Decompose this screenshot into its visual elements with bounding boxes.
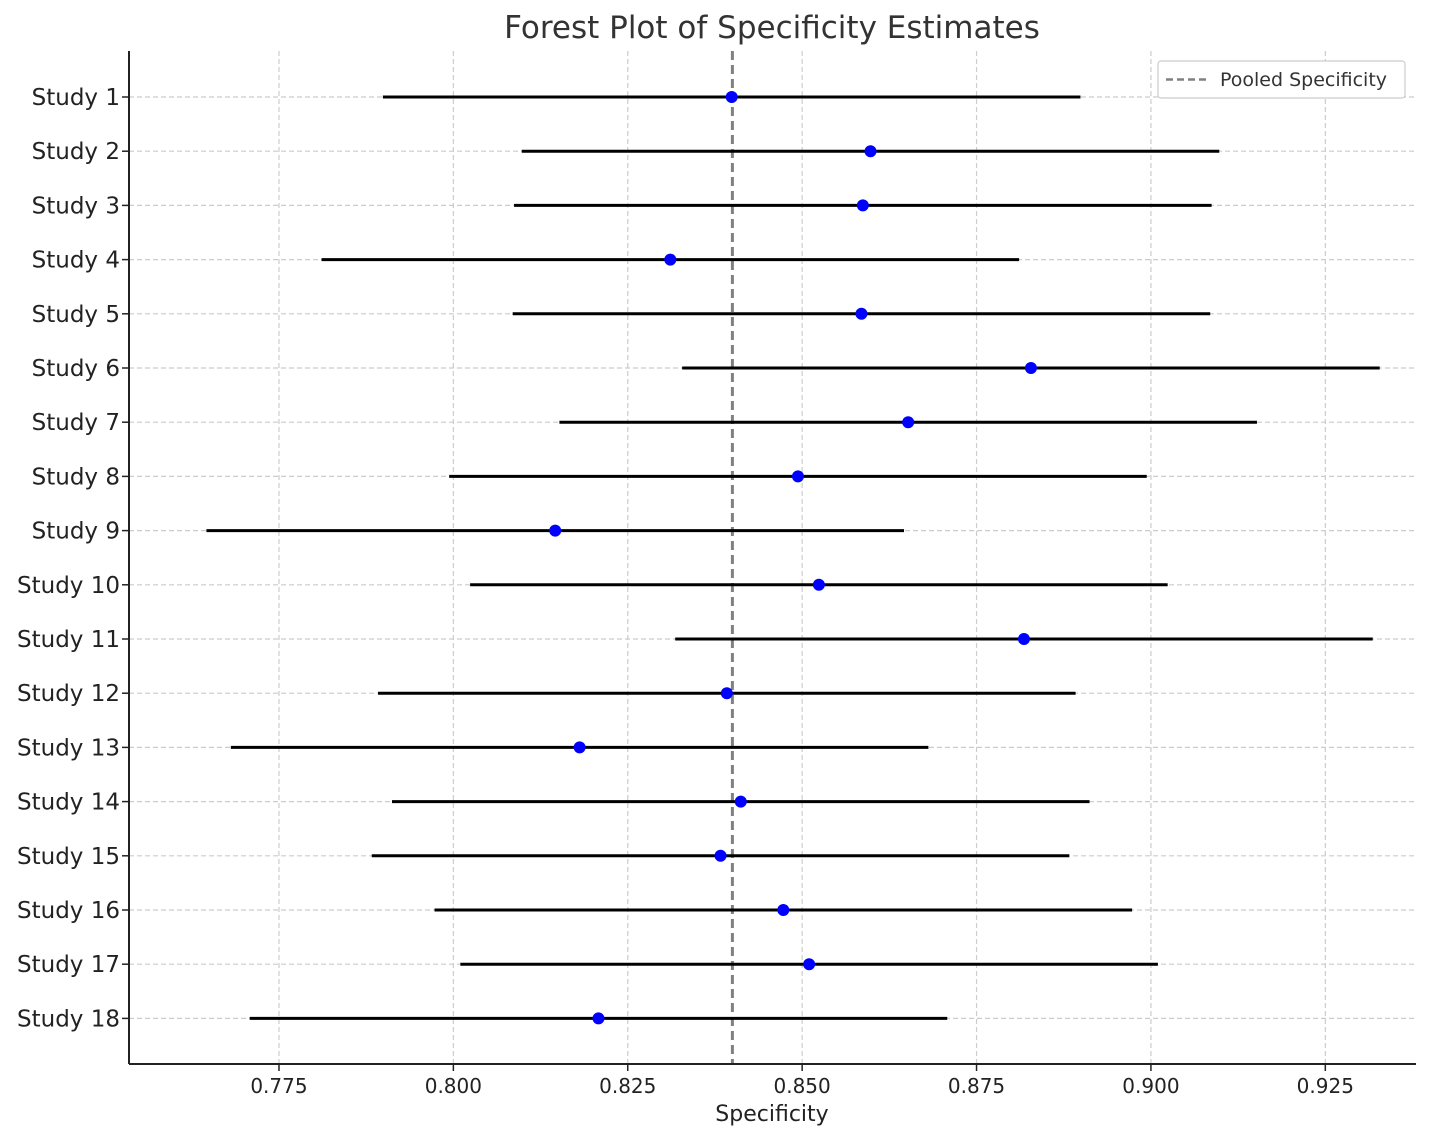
x-tick-label: 0.875 — [948, 1074, 1005, 1098]
study-label: Study 9 — [32, 519, 120, 545]
study-label: Study 13 — [17, 735, 120, 761]
point-estimate — [725, 91, 738, 103]
study-label: Study 18 — [17, 1006, 120, 1032]
axes — [122, 51, 1416, 1071]
chart-title: Forest Plot of Specificity Estimates — [504, 10, 1040, 46]
study-label: Study 7 — [32, 410, 120, 436]
study-label: Study 16 — [17, 898, 120, 924]
point-estimate — [803, 958, 816, 971]
point-estimate — [902, 416, 915, 429]
legend: Pooled Specificity — [1157, 60, 1406, 99]
point-estimate — [1017, 633, 1030, 645]
point-estimate — [734, 795, 747, 808]
ci-layer — [206, 95, 1380, 1020]
point-estimate — [549, 524, 562, 537]
study-label: Study 1 — [32, 85, 120, 111]
study-label: Study 14 — [17, 790, 120, 816]
point-estimate — [855, 307, 868, 320]
point-estimate — [791, 470, 804, 483]
legend-pooled-label: Pooled Specificity — [1220, 69, 1387, 91]
x-tick-label: 0.775 — [250, 1074, 307, 1098]
study-label: Study 10 — [17, 573, 120, 599]
study-label: Study 6 — [32, 356, 120, 382]
study-label: Study 17 — [17, 952, 120, 978]
study-label: Study 11 — [17, 627, 120, 653]
study-label: Study 5 — [32, 302, 120, 328]
study-label: Study 15 — [17, 844, 120, 870]
point-estimate — [812, 578, 825, 591]
point-estimate — [1024, 362, 1037, 374]
y-tick-labels: Study 1 Study 2 Study 3 Study 4 Study 5 Study… — [17, 85, 120, 1032]
x-axis-label: Specificity — [715, 1102, 828, 1127]
point-estimate — [592, 1012, 605, 1025]
x-tick-label: 0.850 — [774, 1074, 831, 1098]
study-label: Study 3 — [32, 193, 120, 219]
x-tick-label: 0.900 — [1122, 1074, 1179, 1098]
point-estimate — [664, 253, 677, 266]
point-estimate — [714, 849, 727, 862]
point-estimate — [573, 741, 586, 754]
point-estimate — [720, 687, 733, 700]
study-label: Study 8 — [32, 464, 120, 490]
x-tick-label: 0.925 — [1297, 1074, 1354, 1098]
x-tick-label: 0.800 — [425, 1074, 482, 1098]
point-layer — [549, 91, 1037, 1025]
study-label: Study 12 — [17, 681, 120, 707]
point-estimate — [777, 904, 790, 916]
study-label: Study 4 — [32, 248, 120, 274]
point-estimate — [856, 199, 869, 212]
legend-frame — [1157, 60, 1406, 99]
x-tick-labels: 0.775 0.800 0.825 0.850 0.875 0.900 0.925 — [250, 1074, 1354, 1098]
study-label: Study 2 — [32, 139, 120, 165]
grid-lines — [129, 51, 1416, 1064]
x-tick-label: 0.825 — [599, 1074, 656, 1098]
point-estimate — [864, 145, 877, 158]
